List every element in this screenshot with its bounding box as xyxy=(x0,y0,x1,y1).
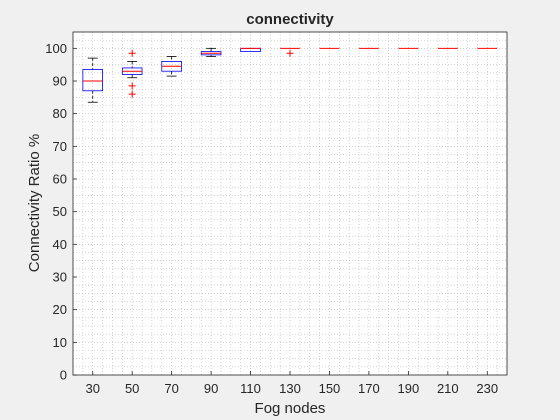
y-tick-label: 20 xyxy=(53,302,67,317)
x-tick-label: 50 xyxy=(125,381,139,396)
x-tick-label: 170 xyxy=(358,381,380,396)
y-tick-label: 90 xyxy=(53,74,67,89)
x-tick-label: 150 xyxy=(319,381,341,396)
y-tick-label: 60 xyxy=(53,172,67,187)
y-tick-label: 40 xyxy=(53,237,67,252)
chart-title: connectivity xyxy=(246,11,334,28)
x-tick-label: 90 xyxy=(204,381,218,396)
y-axis-label: Connectivity Ratio % xyxy=(26,134,43,272)
y-tick-label: 80 xyxy=(53,106,67,121)
x-tick-label: 130 xyxy=(279,381,301,396)
x-tick-label: 230 xyxy=(476,381,498,396)
y-tick-label: 70 xyxy=(53,139,67,154)
x-tick-label: 210 xyxy=(437,381,459,396)
y-tick-label: 100 xyxy=(45,41,67,56)
y-tick-label: 10 xyxy=(53,335,67,350)
x-tick-label: 110 xyxy=(240,381,261,396)
x-tick-label: 190 xyxy=(398,381,420,396)
x-tick-label: 30 xyxy=(85,381,99,396)
y-tick-label: 50 xyxy=(53,204,67,219)
x-axis-label: Fog nodes xyxy=(255,400,326,417)
y-tick-label: 30 xyxy=(53,270,67,285)
y-tick-label: 0 xyxy=(60,368,67,383)
x-tick-label: 70 xyxy=(164,381,178,396)
